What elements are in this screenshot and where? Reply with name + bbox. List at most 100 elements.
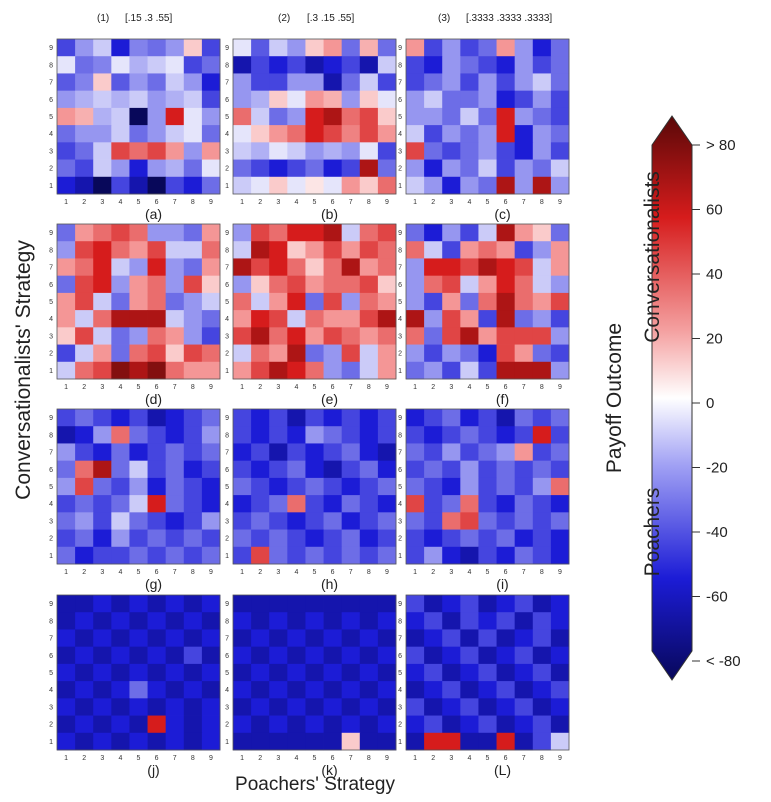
y-tick-label: 6 — [225, 282, 229, 289]
heatmap-cell — [323, 715, 343, 734]
y-tick-label: 5 — [49, 299, 53, 306]
heatmap-cell — [442, 460, 461, 479]
x-tick-label: 8 — [540, 384, 544, 391]
heatmap-cell — [496, 715, 516, 734]
heatmap-cell — [287, 715, 306, 734]
heatmap-cell — [496, 241, 516, 259]
heatmap-cell — [341, 292, 361, 311]
heatmap-cell — [165, 529, 185, 548]
heatmap-cell — [532, 495, 552, 513]
heatmap-cell — [550, 142, 570, 160]
y-tick-label: 4 — [225, 687, 229, 694]
heatmap-cell — [233, 732, 252, 751]
heatmap-cell — [165, 698, 185, 716]
heatmap-cell — [111, 344, 130, 363]
y-tick-label: 8 — [49, 618, 53, 625]
heatmap-cell — [424, 612, 443, 630]
heatmap-cell — [323, 292, 343, 311]
heatmap-cell — [406, 612, 425, 630]
heatmap-cell — [201, 663, 221, 682]
heatmap-cell — [460, 409, 479, 427]
heatmap-cell — [323, 39, 343, 57]
heatmap-cell — [496, 327, 516, 345]
heatmap-cell — [377, 176, 397, 195]
heatmap-cell — [201, 612, 221, 630]
colorbar-tick-label: 60 — [706, 202, 723, 219]
heatmap-cell — [323, 275, 343, 294]
heatmap-cell — [406, 125, 425, 143]
heatmap-cell — [341, 732, 361, 751]
heatmap-cell — [269, 275, 288, 294]
heatmap-cell — [341, 495, 361, 513]
heatmap-cell — [550, 663, 570, 682]
heatmap-cell — [341, 344, 361, 363]
heatmap-cell — [75, 612, 94, 630]
heatmap-cell — [341, 646, 361, 665]
heatmap-panel: 1 1 2 2 3 3 4 4 5 5 6 6 7 7 8 8 9 9 (d) — [49, 223, 221, 407]
heatmap-cell — [147, 698, 167, 716]
heatmap-cell — [424, 56, 443, 74]
x-tick-label: 5 — [313, 384, 317, 391]
heatmap-cell — [233, 292, 252, 311]
heatmap-cell — [305, 512, 324, 530]
heatmap-cell — [424, 258, 443, 277]
heatmap-cell — [341, 241, 361, 259]
heatmap-cell — [442, 142, 461, 160]
heatmap-cell — [165, 595, 185, 613]
heatmap-panel: 1 1 2 2 3 3 4 4 5 5 6 6 7 7 8 8 9 9 (a) — [49, 38, 221, 222]
heatmap-cell — [514, 477, 534, 496]
x-tick-label: 7 — [349, 755, 353, 762]
heatmap-cell — [165, 159, 185, 178]
y-tick-label: 9 — [49, 415, 53, 422]
heatmap-cell — [359, 107, 379, 126]
heatmap-cell — [532, 39, 552, 57]
heatmap-cell — [478, 529, 497, 548]
heatmap-cell — [323, 443, 343, 462]
heatmap-cell — [550, 629, 570, 648]
heatmap-cell — [183, 629, 203, 648]
y-tick-label: 4 — [225, 131, 229, 138]
heatmap-cell — [269, 715, 288, 734]
y-tick-label: 1 — [398, 183, 402, 190]
heatmap-cell — [550, 258, 570, 277]
heatmap-cell — [460, 529, 479, 548]
heatmap-cell — [251, 275, 270, 294]
heatmap-cell — [183, 56, 203, 74]
heatmap-cell — [532, 460, 552, 479]
heatmap-cell — [359, 73, 379, 92]
heatmap-cell — [305, 477, 324, 496]
y-tick-label: 2 — [398, 351, 402, 358]
heatmap-cell — [201, 495, 221, 513]
heatmap-cell — [183, 663, 203, 682]
heatmap-cell — [442, 426, 461, 444]
y-tick-label: 3 — [49, 518, 53, 525]
y-tick-label: 4 — [398, 687, 402, 694]
heatmap-cell — [129, 495, 148, 513]
heatmap-cell — [183, 142, 203, 160]
x-tick-label: 5 — [486, 755, 490, 762]
x-tick-label: 9 — [558, 569, 562, 576]
heatmap-cell — [341, 698, 361, 716]
heatmap-cell — [269, 90, 288, 109]
y-tick-label: 2 — [49, 536, 53, 543]
heatmap-cell — [165, 612, 185, 630]
heatmap-cell — [111, 90, 130, 109]
heatmap-cell — [424, 732, 443, 751]
y-tick-label: 1 — [398, 368, 402, 375]
x-tick-label: 5 — [137, 384, 141, 391]
x-tick-label: 6 — [331, 384, 335, 391]
heatmap-cell — [75, 495, 94, 513]
heatmap-cell — [233, 73, 252, 92]
heatmap-cell — [111, 107, 130, 126]
heatmap-cell — [514, 612, 534, 630]
y-tick-label: 8 — [49, 247, 53, 254]
heatmap-cell — [406, 460, 425, 479]
heatmap-cell — [478, 698, 497, 716]
y-tick-label: 5 — [49, 670, 53, 677]
heatmap-cell — [442, 512, 461, 530]
x-tick-label: 5 — [137, 199, 141, 206]
y-tick-label: 3 — [225, 518, 229, 525]
heatmap-cell — [111, 426, 130, 444]
heatmap-cell — [341, 107, 361, 126]
heatmap-cell — [496, 546, 516, 565]
